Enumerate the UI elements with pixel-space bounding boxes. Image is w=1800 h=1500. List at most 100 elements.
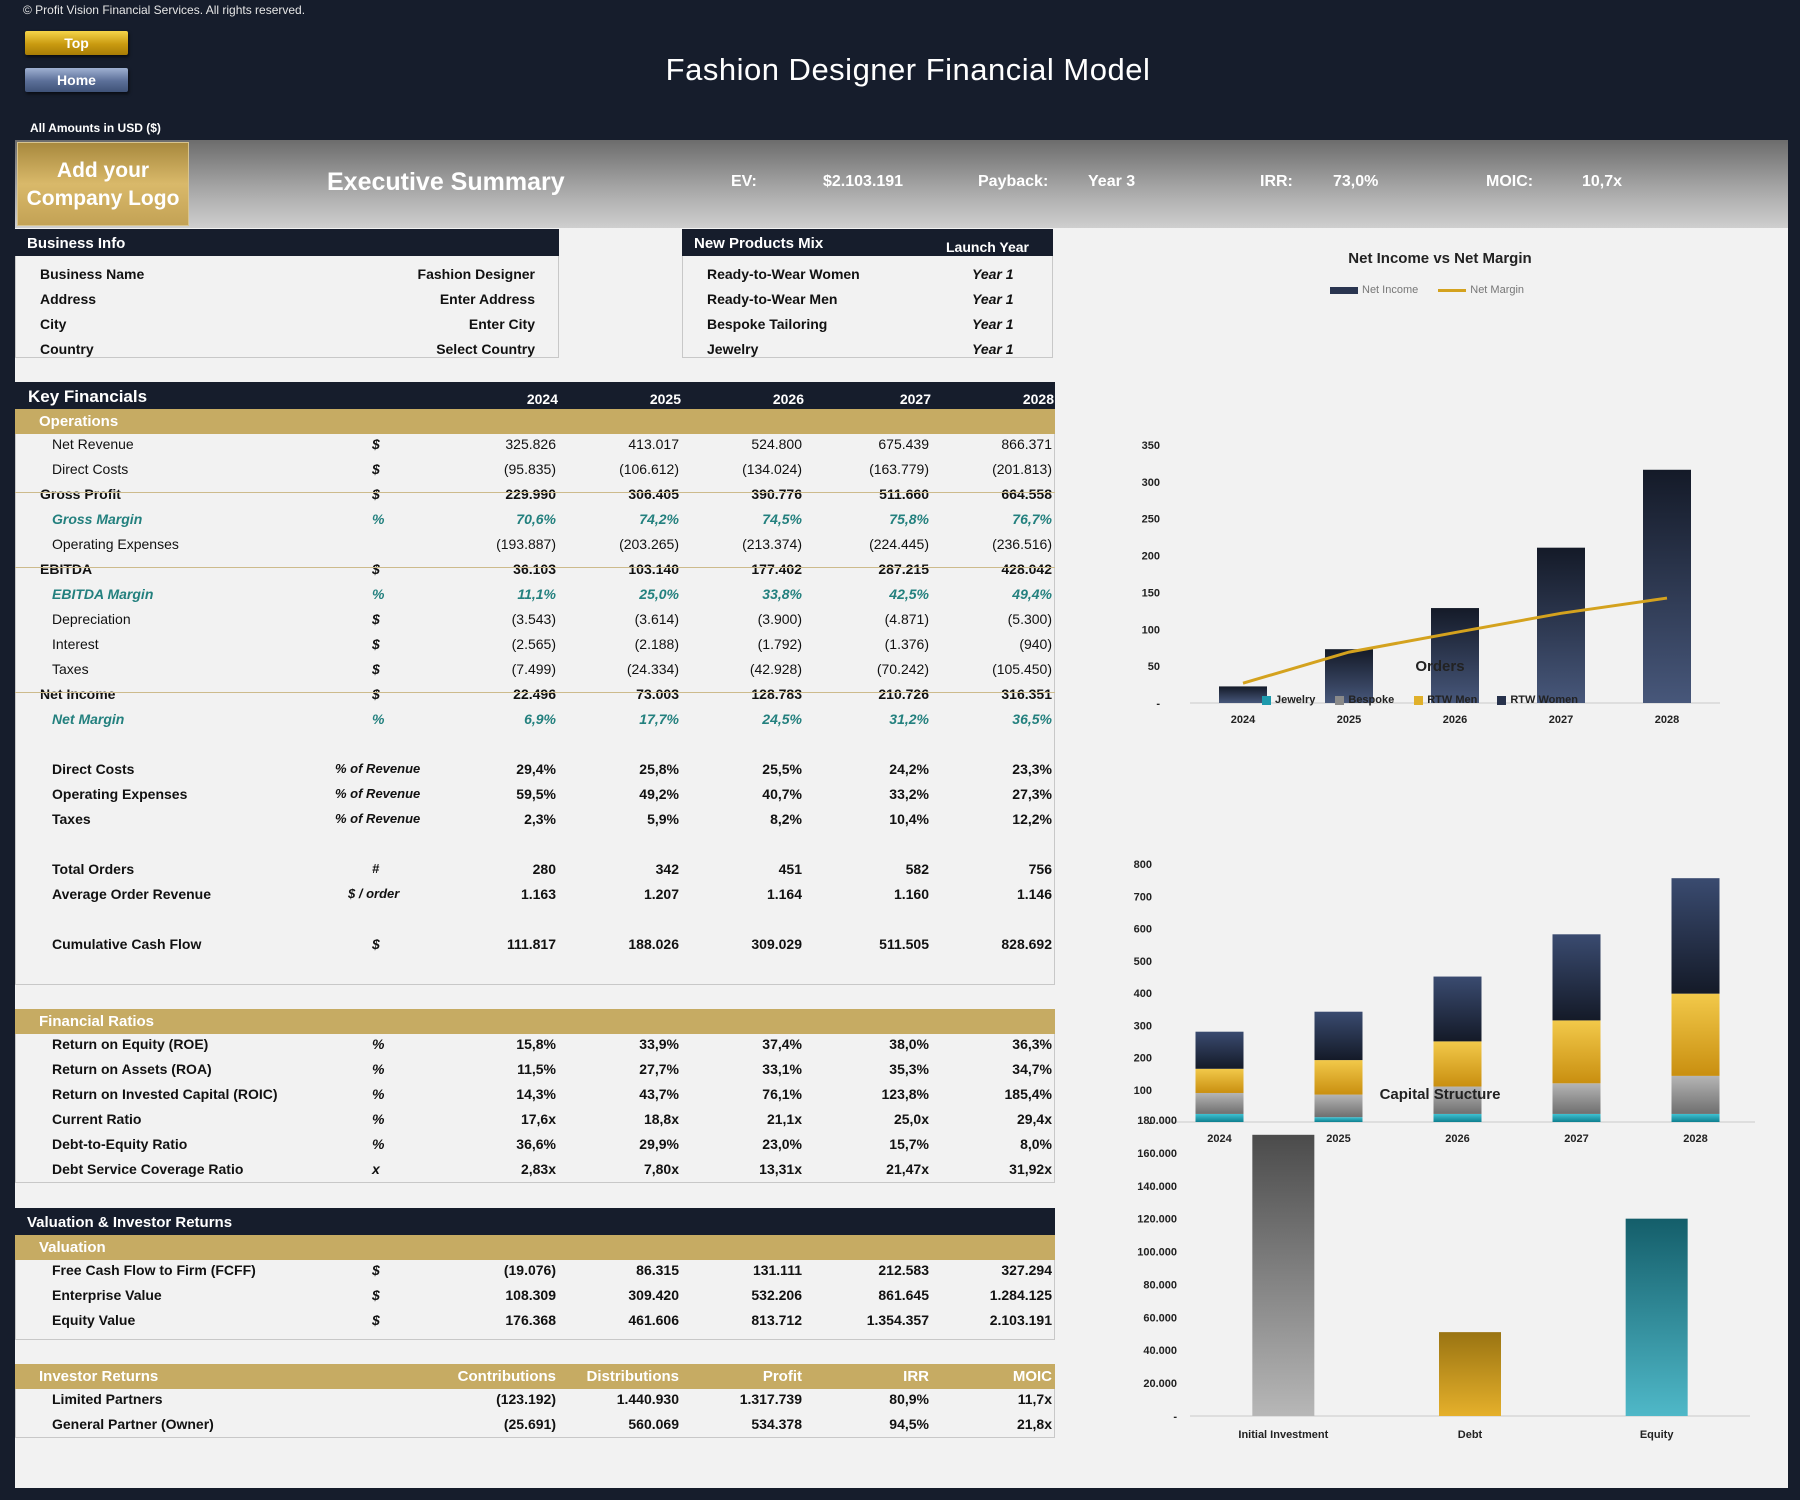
jewelry-swatch [1262, 695, 1271, 705]
y-tick-label: 50 [1148, 661, 1160, 673]
financial-value: 177.402 [751, 561, 802, 577]
investor-column-header: Contributions [457, 1368, 556, 1385]
valuation-label: Free Cash Flow to Firm (FCFF) [52, 1262, 256, 1278]
financial-ratio-label: Debt-to-Equity Ratio [52, 1136, 188, 1152]
product-launch-year[interactable]: Year 1 [972, 291, 1014, 307]
y-tick-label: - [1156, 698, 1160, 710]
y-tick-label: 300 [1134, 1020, 1152, 1032]
investor-value: 534.378 [751, 1416, 802, 1432]
orders-value: 1.207 [643, 886, 679, 902]
y-tick-label: 40.000 [1143, 1345, 1177, 1357]
ratio-value: 10,4% [889, 811, 929, 827]
x-tick-label: 2025 [1337, 714, 1361, 726]
orders-chart: - 100 200 300 400 500 600 700 800 2024 2025 2026 202… [1134, 859, 1755, 1145]
orders-row-unit: $ / order [348, 886, 400, 901]
ratio-value: 8,2% [770, 811, 802, 827]
investor-value: 560.069 [628, 1416, 679, 1432]
orders-bar-segment [1552, 934, 1601, 1021]
x-tick-label: Initial Investment [1238, 1429, 1328, 1441]
financial-ratio-value: 36,6% [516, 1136, 556, 1152]
y-tick-label: 500 [1134, 956, 1152, 968]
ratio-value: 59,5% [516, 786, 556, 802]
financial-value: 229.990 [505, 486, 556, 502]
ratio-value: 24,2% [889, 761, 929, 777]
investor-returns-label: Investor Returns [39, 1368, 159, 1385]
financial-value: 33,8% [762, 586, 802, 602]
year-header: 2024 [526, 391, 558, 407]
financial-value: (105.450) [992, 661, 1052, 677]
product-launch-year[interactable]: Year 1 [972, 341, 1014, 357]
product-launch-year[interactable]: Year 1 [972, 266, 1014, 282]
financial-value: (1.376) [884, 636, 929, 652]
financial-row-unit: $ [372, 486, 380, 502]
key-financials-title: Key Financials [28, 387, 148, 406]
financial-ratio-value: 185,4% [1004, 1086, 1052, 1102]
net-margin-line [1242, 596, 1668, 685]
financial-value: 70,6% [516, 511, 556, 527]
ratio-value: 33,2% [889, 786, 929, 802]
orders-bar-segment [1195, 1068, 1244, 1093]
financial-value: 76,7% [1012, 511, 1052, 527]
financial-ratio-value: 29,9% [639, 1136, 679, 1152]
business-info-header: Business Info [15, 229, 559, 256]
ratio-row-label: Operating Expenses [52, 786, 188, 802]
cash-flow-unit: $ [372, 936, 380, 952]
financial-ratio-value: 17,6x [520, 1111, 556, 1127]
capital-structure-chart-title: Capital Structure [1379, 1086, 1501, 1103]
orders-bar-segment [1314, 1060, 1363, 1095]
ev-value: $2.103.191 [823, 173, 904, 190]
financial-value: 413.017 [628, 436, 679, 452]
x-tick-label: 2025 [1326, 1133, 1350, 1145]
moic-label: MOIC: [1486, 173, 1534, 190]
financial-value: 73.003 [636, 686, 679, 702]
business-info-value[interactable]: Fashion Designer [417, 266, 535, 282]
financial-value: 675.439 [878, 436, 929, 452]
valuation-unit: $ [372, 1262, 380, 1278]
dashboard-sheet: Add your Company Logo Executive Summary … [15, 140, 1788, 1488]
financial-value: (5.300) [1007, 611, 1052, 627]
legend-rtw-men: RTW Men [1414, 694, 1477, 706]
logo-line-1: Add your [56, 159, 150, 182]
investor-value: 80,9% [889, 1391, 929, 1407]
valuation-box [15, 1260, 1055, 1340]
valuation-value: 861.645 [878, 1287, 929, 1303]
orders-bar-segment [1433, 1113, 1482, 1122]
valuation-unit: $ [372, 1287, 380, 1303]
valuation-value: 2.103.191 [989, 1312, 1052, 1328]
financial-ratio-value: 14,3% [516, 1086, 556, 1102]
product-launch-year[interactable]: Year 1 [972, 316, 1014, 332]
row-separator [15, 492, 1055, 493]
financial-value: 306.405 [628, 486, 679, 502]
financial-value: (224.445) [869, 536, 929, 552]
orders-row-unit: # [372, 861, 380, 876]
business-info-value[interactable]: Enter Address [439, 291, 535, 307]
investor-column-header: Profit [762, 1368, 802, 1385]
investor-column-header: Distributions [586, 1368, 680, 1385]
legend-net-income-label: Net Income [1362, 284, 1419, 296]
financial-row-label: Taxes [52, 661, 89, 677]
financial-value: 866.371 [1001, 436, 1052, 452]
legend-rtw-women-label: RTW Women [1510, 694, 1578, 706]
financial-ratio-value: 23,0% [762, 1136, 802, 1152]
orders-value: 1.160 [893, 886, 929, 902]
orders-bar-segment [1195, 1113, 1244, 1122]
company-logo-placeholder[interactable]: Add your Company Logo [17, 142, 189, 226]
y-tick-label: 100 [1142, 624, 1160, 636]
financial-value: 103.140 [628, 561, 679, 577]
x-tick-label: 2028 [1655, 714, 1679, 726]
financial-row-unit: % [372, 711, 385, 727]
valuation-value: 532.206 [751, 1287, 802, 1303]
net-income-chart-title: Net Income vs Net Margin [1348, 250, 1532, 267]
business-info-value[interactable]: Enter City [468, 316, 535, 332]
top-button[interactable]: Top [25, 31, 128, 55]
home-button[interactable]: Home [25, 68, 128, 92]
business-info-value[interactable]: Select Country [436, 341, 535, 357]
financial-ratio-value: 11,5% [517, 1061, 556, 1077]
financial-ratio-unit: % [372, 1111, 385, 1127]
financial-value: 210.726 [878, 686, 929, 702]
ratio-row-unit: % of Revenue [335, 786, 421, 801]
y-tick-label: 60.000 [1143, 1312, 1177, 1324]
investor-returns-band: Investor Returns [15, 1364, 1055, 1389]
x-tick-label: 2026 [1443, 714, 1467, 726]
net-margin-swatch [1438, 288, 1467, 292]
